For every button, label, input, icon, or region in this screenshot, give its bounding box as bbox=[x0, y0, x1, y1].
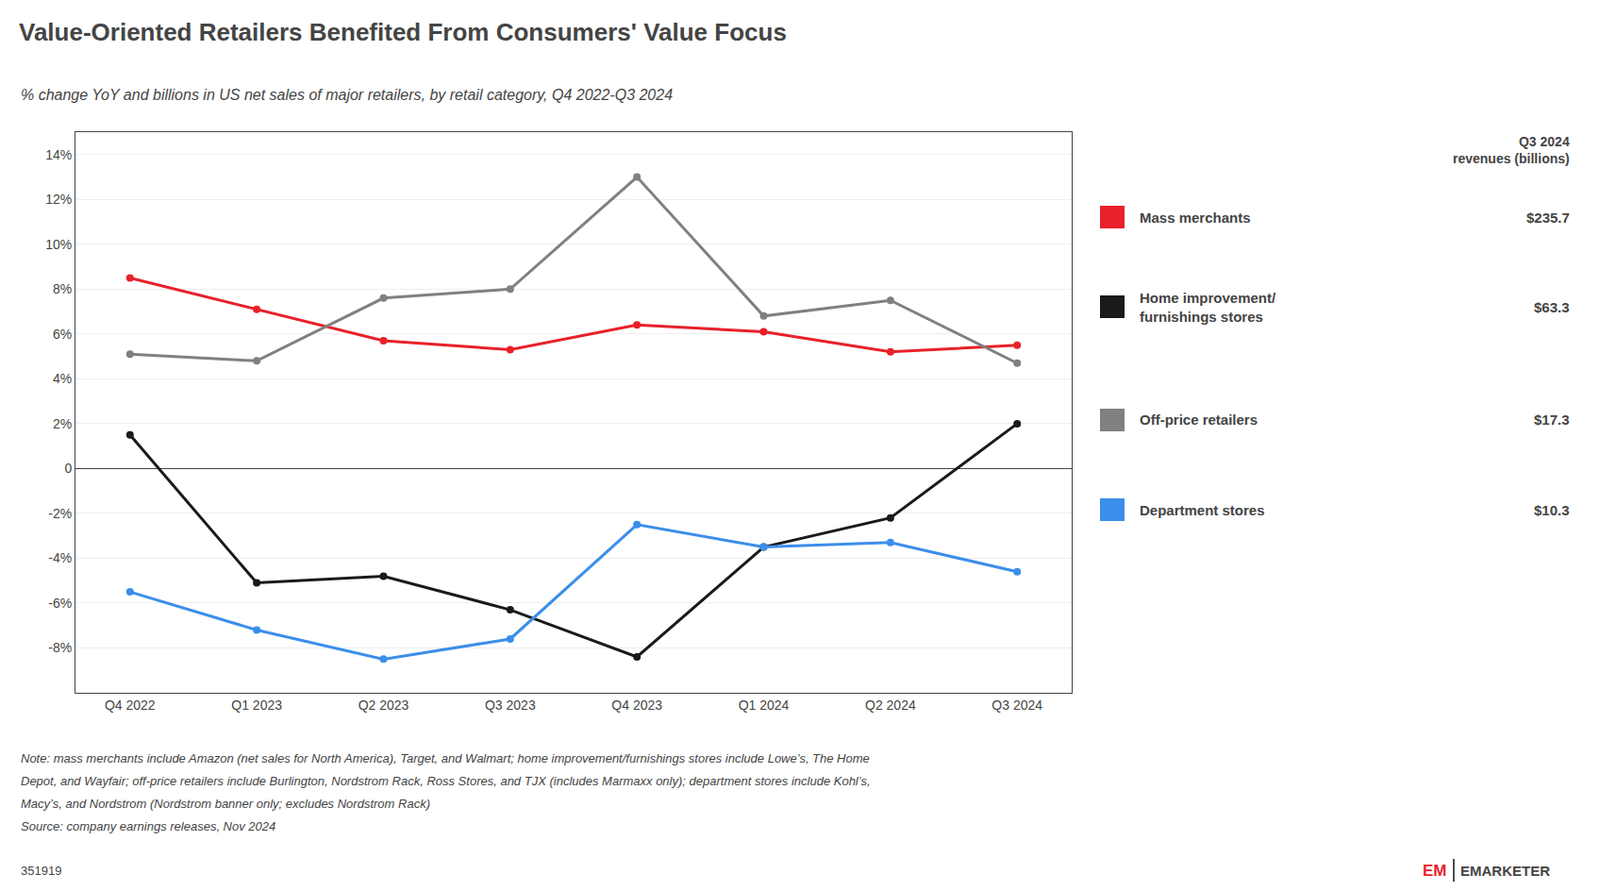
svg-text:$235.7: $235.7 bbox=[1526, 209, 1570, 226]
svg-text:Source: company earnings relea: Source: company earnings releases, Nov 2… bbox=[20, 818, 276, 834]
svg-text:$17.3: $17.3 bbox=[1533, 411, 1570, 428]
svg-text:Mass merchants: Mass merchants bbox=[1139, 209, 1251, 226]
svg-text:Q3 2024revenues (billions): Q3 2024revenues (billions) bbox=[1452, 133, 1570, 167]
svg-text:Off-price retailers: Off-price retailers bbox=[1139, 411, 1258, 428]
svg-text:% change YoY and billions in U: % change YoY and billions in US net sale… bbox=[20, 86, 673, 103]
svg-text:Macy’s, and Nordstrom (Nordstr: Macy’s, and Nordstrom (Nordstrom banner … bbox=[20, 796, 431, 811]
svg-text:12%: 12% bbox=[45, 191, 72, 207]
svg-text:Q2 2024: Q2 2024 bbox=[865, 697, 917, 713]
svg-text:Value-Oriented Retailers Benef: Value-Oriented Retailers Benefited From … bbox=[18, 17, 787, 47]
svg-text:Q2 2023: Q2 2023 bbox=[358, 697, 410, 713]
svg-text:EMARKETER: EMARKETER bbox=[1460, 862, 1550, 879]
svg-text:Q3 2023: Q3 2023 bbox=[484, 697, 536, 713]
svg-text:8%: 8% bbox=[52, 281, 72, 297]
svg-text:$63.3: $63.3 bbox=[1533, 299, 1570, 316]
svg-text:Home improvement/furnishings s: Home improvement/furnishings stores bbox=[1139, 289, 1277, 325]
svg-text:-2%: -2% bbox=[48, 505, 72, 521]
svg-text:2%: 2% bbox=[52, 416, 72, 432]
svg-text:Q1 2024: Q1 2024 bbox=[738, 697, 790, 713]
svg-text:Department stores: Department stores bbox=[1139, 501, 1266, 518]
svg-text:Q3 2024: Q3 2024 bbox=[991, 697, 1043, 713]
svg-text:EM: EM bbox=[1422, 861, 1448, 880]
svg-text:-4%: -4% bbox=[48, 550, 72, 566]
svg-text:-8%: -8% bbox=[48, 639, 72, 655]
svg-text:$10.3: $10.3 bbox=[1533, 501, 1570, 518]
svg-text:10%: 10% bbox=[45, 236, 72, 252]
svg-text:Q1 2023: Q1 2023 bbox=[231, 697, 283, 713]
svg-text:Q4 2022: Q4 2022 bbox=[104, 697, 156, 713]
svg-text:0: 0 bbox=[64, 460, 72, 476]
svg-text:351919: 351919 bbox=[20, 863, 62, 878]
svg-text:6%: 6% bbox=[52, 326, 72, 342]
svg-text:Q4 2023: Q4 2023 bbox=[611, 697, 663, 713]
svg-text:4%: 4% bbox=[52, 370, 72, 386]
svg-text:Note: mass merchants include A: Note: mass merchants include Amazon (net… bbox=[20, 750, 870, 766]
svg-text:Depot, and Wayfair; off-price: Depot, and Wayfair; off-price retailers … bbox=[20, 773, 871, 788]
svg-text:14%: 14% bbox=[45, 147, 72, 163]
svg-text:-6%: -6% bbox=[48, 595, 72, 611]
